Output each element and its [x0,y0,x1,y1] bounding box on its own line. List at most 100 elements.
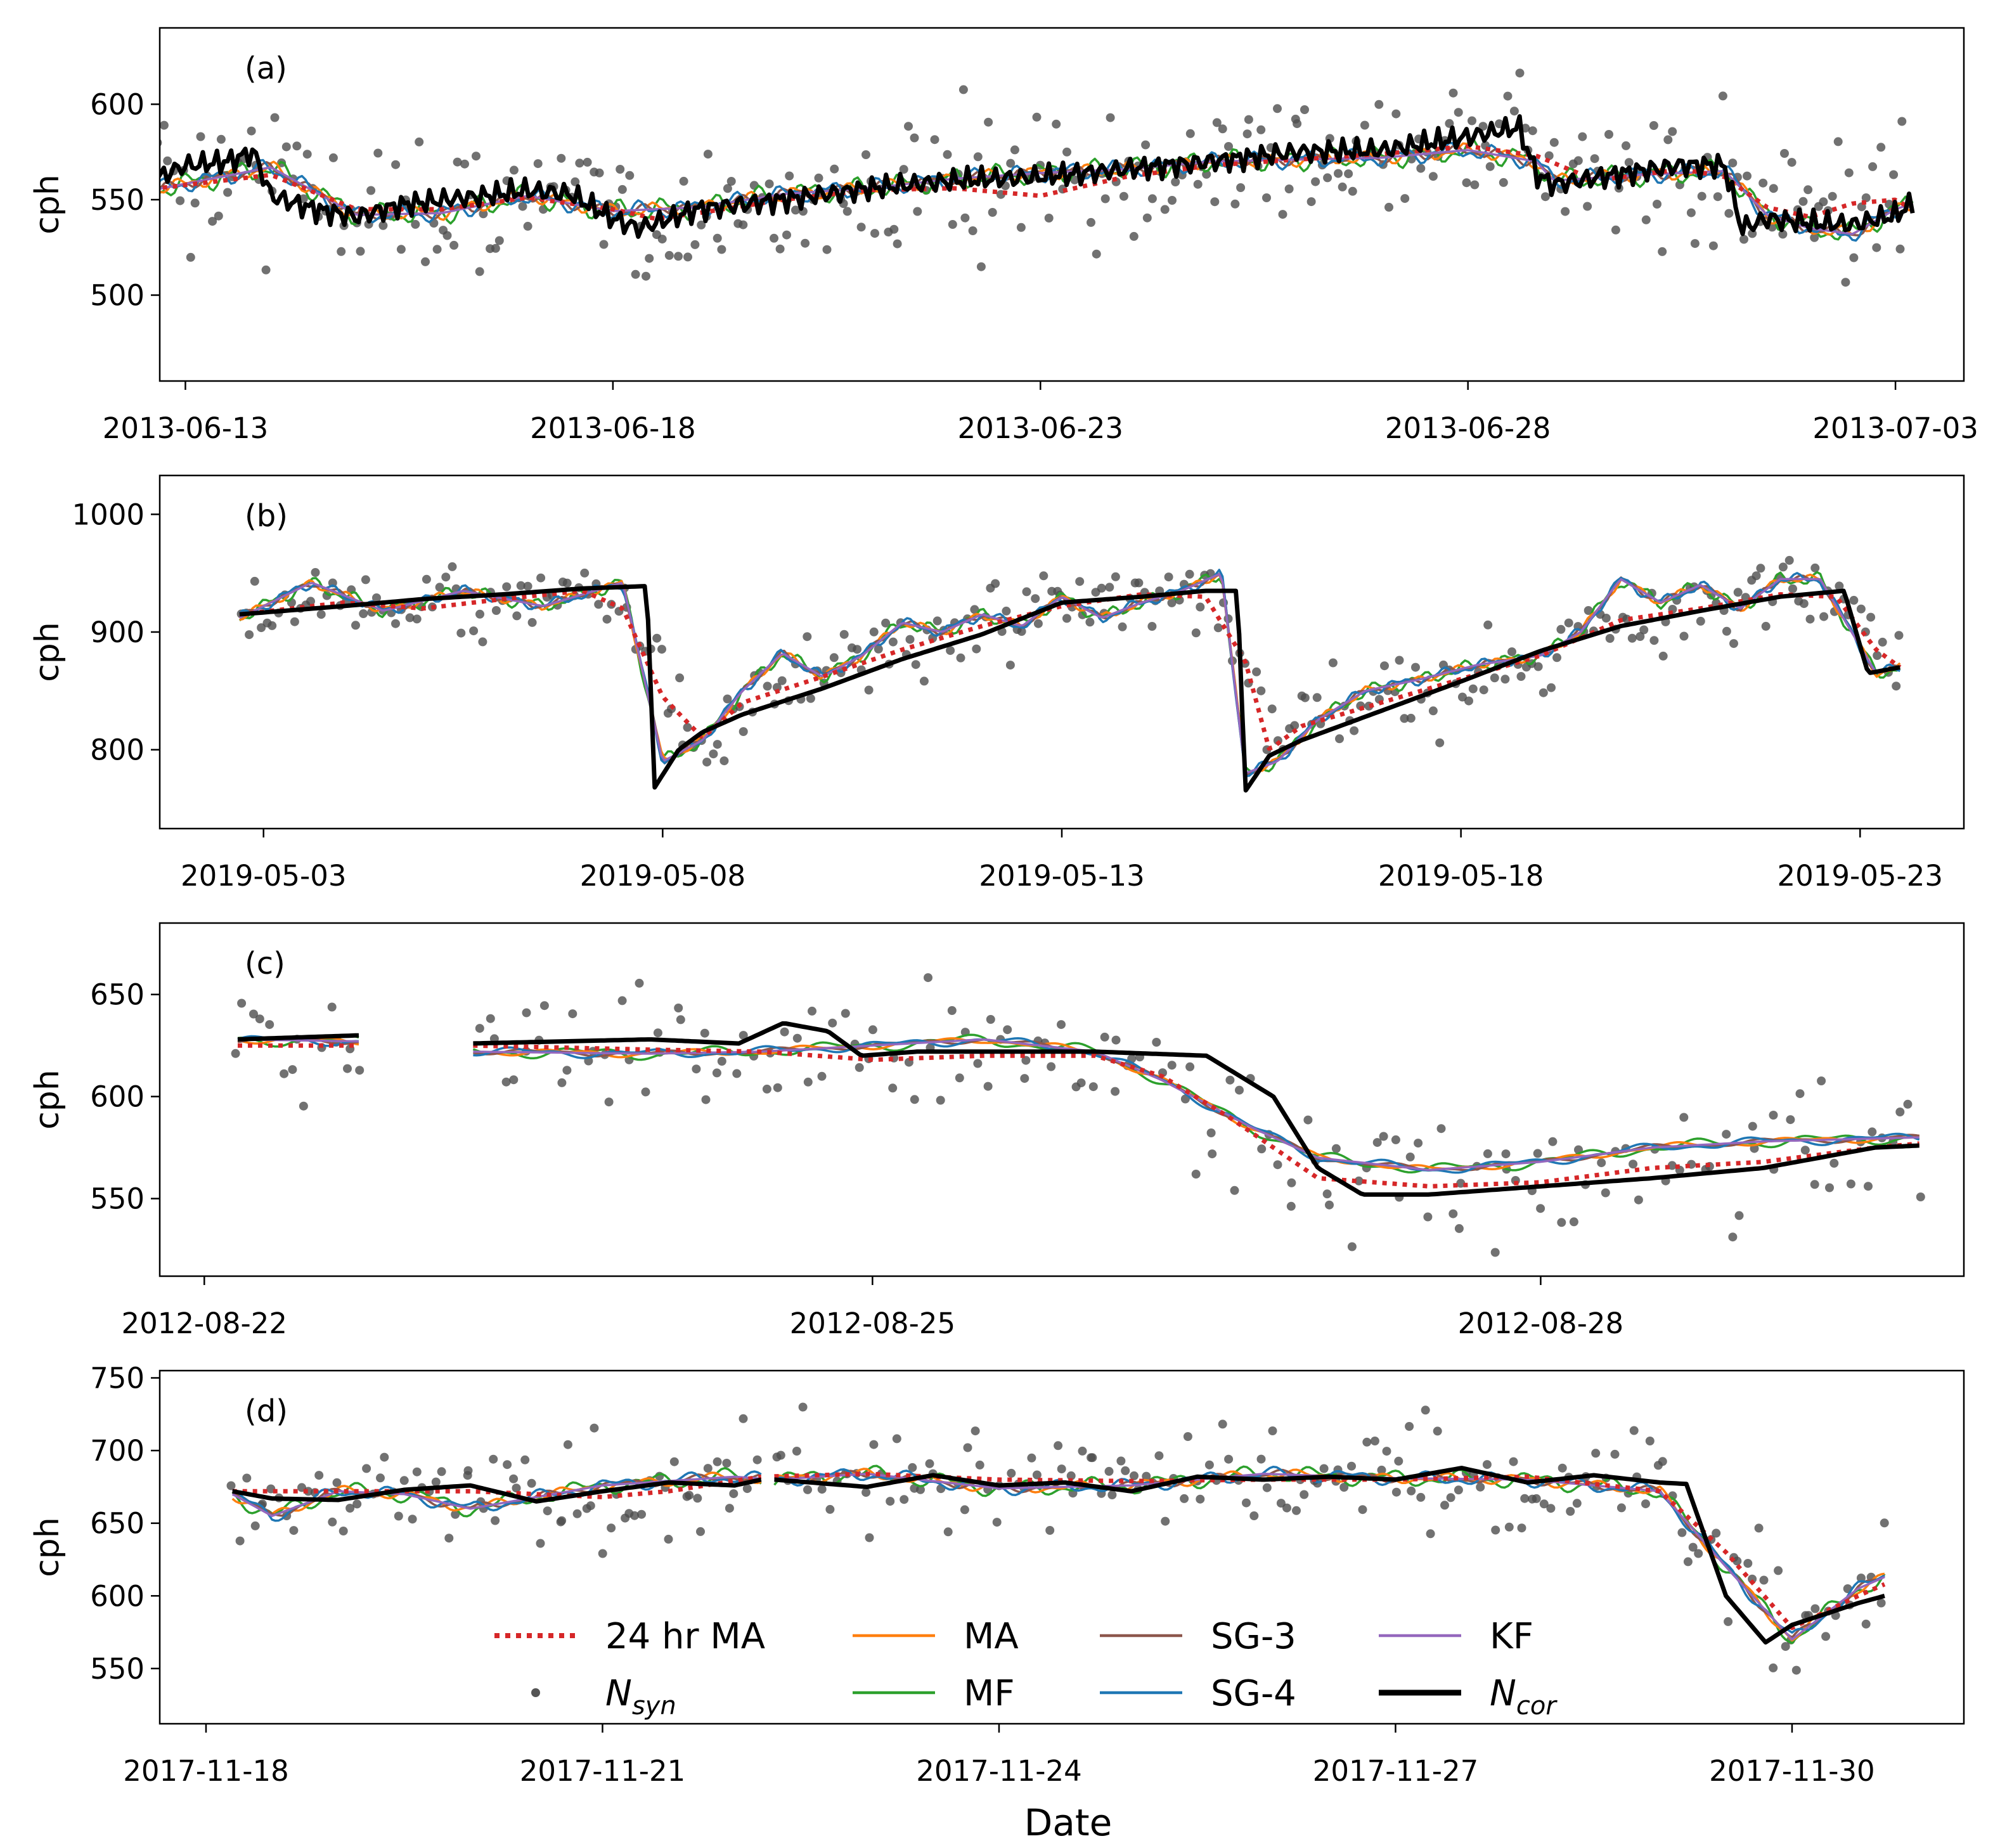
nsyn-point [378,221,388,230]
series-24hr-ma [232,1471,1886,1631]
nsyn-point [956,653,965,662]
nsyn-point [1895,244,1905,254]
nsyn-point [1649,636,1659,645]
nsyn-point [1622,141,1630,150]
nsyn-point [1849,253,1859,262]
nsyn-point [394,1511,403,1521]
nsyn-point [494,236,504,245]
nsyn-point [1872,243,1881,252]
series-24hr-ma [238,1043,1920,1189]
nsyn-point [1741,593,1750,602]
x-tick-label: 2012-08-28 [1458,1307,1624,1340]
x-tick-label: 2017-11-21 [520,1754,686,1788]
nsyn-point [1462,178,1471,188]
nsyn-point [657,645,666,654]
nsyn-point [1697,191,1706,201]
nsyn-point [339,1527,348,1535]
nsyn-point [739,1031,748,1040]
y-tick-label: 550 [90,1182,145,1216]
nsyn-point [803,632,812,642]
nsyn-point [1010,145,1019,155]
nsyn-point [782,230,791,240]
panel-label: (b) [245,498,288,534]
nsyn-point [946,646,955,656]
nsyn-point [892,1434,901,1444]
nsyn-point [580,568,590,578]
nsyn-point [1759,1575,1769,1585]
nsyn-point [1677,1528,1687,1537]
nsyn-point [631,269,640,279]
nsyn-point [1111,572,1120,581]
series-24hr-ma [239,588,1902,751]
nsyn-point [955,1073,964,1083]
nsyn-point [1395,656,1404,665]
nsyn-point [992,1518,1002,1527]
nsyn-point [1105,583,1114,592]
nsyn-point [399,1476,409,1485]
nsyn-point [270,113,280,122]
nsyn-point [1394,1456,1403,1466]
nsyn-point [726,177,736,186]
nsyn-point [1639,625,1649,635]
nsyn-point [1007,1468,1016,1478]
nsyn-point [501,1077,511,1087]
nsyn-point [421,257,430,266]
nsyn-point [1769,184,1778,193]
nsyn-point [683,252,692,262]
nsyn-point [1583,202,1592,211]
nsyn-point [352,1499,362,1509]
nsyn-point [1722,1130,1731,1139]
nsyn-point [1088,1453,1097,1463]
nsyn-point [653,1028,662,1038]
nsyn-point [1590,154,1599,164]
nsyn-point [904,122,913,131]
nsyn-point [563,1440,572,1449]
nsyn-point [1649,121,1658,130]
nsyn-point [160,139,162,147]
nsyn-point [1168,196,1177,205]
nsyn-point [1663,135,1673,145]
panels: 500 550 600 2013-06-13 2013-06-18 2013-06-23 2… [29,27,1978,1788]
nsyn-point [527,1478,536,1488]
nsyn-point [491,243,500,253]
nsyn-point [1500,675,1510,684]
nsyn-point [1456,1179,1466,1188]
nsyn-point [641,1087,650,1097]
nsyn-point [975,1460,984,1470]
nsyn-point [372,593,381,602]
nsyn-point [1334,169,1343,178]
nsyn-point [702,758,712,767]
nsyn-point [830,164,839,174]
nsyn-point [1611,225,1620,235]
nsyn-point [1540,192,1550,202]
nsyn-point [1433,1426,1442,1436]
nsyn-point [1047,1062,1056,1071]
nsyn-point [869,1440,879,1449]
nsyn-point [972,644,981,654]
nsyn-point [642,271,650,281]
nsyn-point [1752,571,1761,581]
nsyn-point [984,117,993,127]
nsyn-point [328,1517,337,1527]
nsyn-point [208,217,217,226]
nsyn-point [881,618,891,628]
nsyn-point [1076,1078,1086,1088]
nsyn-point [1052,119,1061,129]
nsyn-point [1405,1422,1414,1431]
nsyn-point [1400,714,1409,723]
y-tick-label: 750 [90,1361,145,1395]
nsyn-point [1517,1523,1526,1533]
nsyn-point [527,617,537,627]
nsyn-point [543,1506,552,1516]
nsyn-point [645,254,654,263]
y-axis-label: cph [29,1069,67,1130]
nsyn-point [518,202,527,211]
nsyn-point [1204,1460,1214,1470]
series-sg3 [232,1468,1885,1639]
nsyn-point [1380,661,1389,671]
nsyn-point [1273,104,1282,113]
nsyn-point [1786,1115,1795,1125]
nsyn-point [1821,1632,1831,1641]
nsyn-point [1616,1503,1626,1513]
nsyn-point [448,562,457,571]
